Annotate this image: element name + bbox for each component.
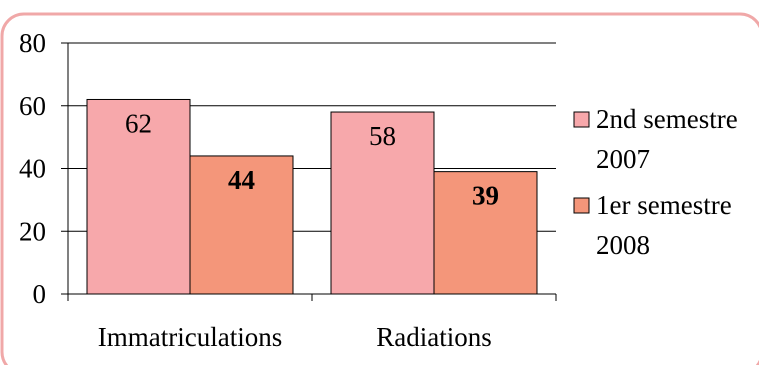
legend-label: 2nd semestre [596, 104, 738, 134]
bar-2008-radiations [433, 171, 538, 295]
legend-label: 2008 [596, 230, 650, 260]
y-tick-labels: 0 20 40 60 80 [19, 28, 46, 309]
legend-label: 2007 [596, 144, 650, 174]
bars [86, 98, 538, 295]
bar-2007-immatriculations [86, 98, 191, 295]
bar-2008-immatriculations [189, 155, 294, 295]
x-category-label: Immatriculations [98, 322, 282, 352]
legend-swatch [573, 111, 590, 128]
y-tick-label: 40 [19, 154, 46, 184]
data-label: 58 [369, 121, 396, 151]
axes [61, 42, 557, 301]
data-labels: 62 44 58 39 [125, 108, 499, 210]
data-label: 44 [228, 165, 255, 195]
x-tick-labels: Immatriculations Radiations [98, 322, 492, 352]
data-label: 39 [472, 181, 499, 211]
y-tick-label: 0 [33, 279, 47, 309]
y-tick-label: 60 [19, 91, 46, 121]
legend-swatch [573, 197, 590, 214]
y-tick-label: 20 [19, 216, 46, 246]
bar-2007-radiations [330, 111, 435, 295]
x-category-label: Radiations [376, 322, 492, 352]
y-tick-label: 80 [19, 28, 46, 58]
legend-label: 1er semestre [596, 190, 732, 220]
data-label: 62 [125, 108, 152, 138]
legend: 2nd semestre 2007 1er semestre 2008 [573, 104, 738, 260]
